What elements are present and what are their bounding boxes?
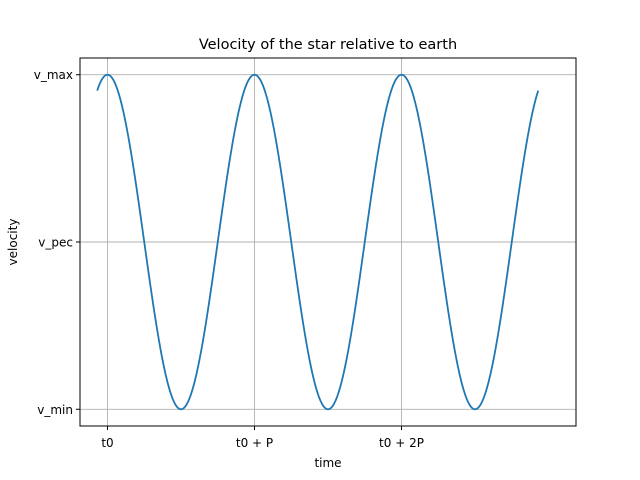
series-line-velocity	[96, 73, 540, 411]
chart-title: Velocity of the star relative to earth	[199, 37, 457, 53]
x-tick-label: t0 + P	[236, 436, 273, 450]
tick-marks	[76, 74, 403, 430]
x-axis-label: time	[314, 456, 341, 470]
x-tick-label: t0 + 2P	[379, 436, 424, 450]
y-tick-label: v_max	[34, 68, 73, 82]
tick-labels: t0 t0 + P t0 + 2P v_min v_pec v_max	[34, 68, 424, 450]
y-tick-label: v_pec	[38, 236, 73, 250]
y-tick-label: v_min	[37, 403, 73, 417]
grid-lines	[80, 58, 576, 426]
x-tick-label: t0	[101, 436, 113, 450]
y-axis-label: velocity	[6, 219, 20, 266]
